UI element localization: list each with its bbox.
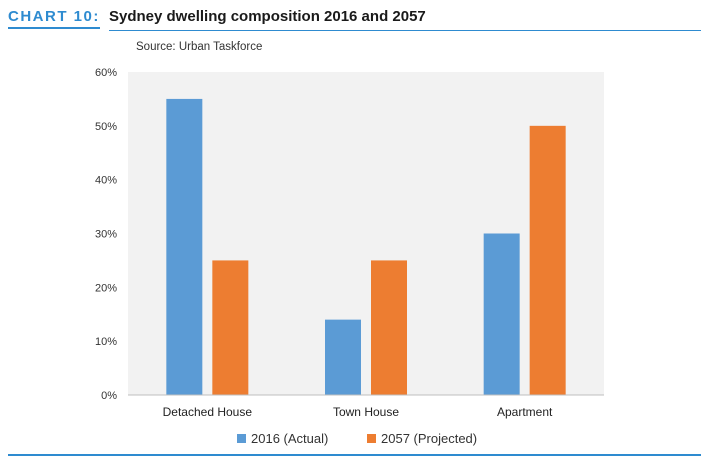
chart-title: Sydney dwelling composition 2016 and 205…	[109, 8, 426, 25]
bars	[166, 98, 566, 396]
bar-2016-0	[166, 98, 203, 396]
y-axis: 0% 10% 20% 30% 40% 50% 60%	[95, 67, 117, 402]
y-tick-label: 40%	[95, 175, 117, 187]
x-category-label: Apartment	[497, 405, 553, 419]
y-tick-label: 10%	[95, 336, 117, 348]
legend-swatch	[367, 434, 376, 443]
chart-source: Source: Urban Taskforce	[136, 41, 262, 53]
footer-rule	[8, 454, 701, 456]
legend-label: 2057 (Projected)	[381, 431, 477, 446]
bar-2016-2	[483, 233, 520, 395]
bar-2057-0	[212, 260, 249, 395]
y-tick-label: 20%	[95, 282, 117, 294]
legend-swatch	[237, 434, 246, 443]
chart-header: CHART 10: Sydney dwelling composition 20…	[8, 8, 701, 34]
plot-area	[128, 72, 604, 395]
y-tick-label: 50%	[95, 121, 117, 133]
y-tick-label: 60%	[95, 67, 117, 79]
x-category-label: Detached House	[163, 405, 253, 419]
x-category-label: Town House	[333, 405, 399, 419]
bar-2057-1	[371, 260, 407, 395]
bar-2016-1	[325, 319, 361, 395]
legend-label: 2016 (Actual)	[251, 431, 328, 446]
header-rule	[109, 30, 701, 31]
y-tick-label: 30%	[95, 229, 117, 241]
y-tick-label: 0%	[101, 390, 117, 402]
chart-number-label: CHART 10:	[8, 8, 100, 29]
x-axis: Detached House Town House Apartment	[128, 394, 604, 419]
bar-2057-2	[529, 125, 566, 395]
legend: 2016 (Actual) 2057 (Projected)	[237, 431, 477, 446]
